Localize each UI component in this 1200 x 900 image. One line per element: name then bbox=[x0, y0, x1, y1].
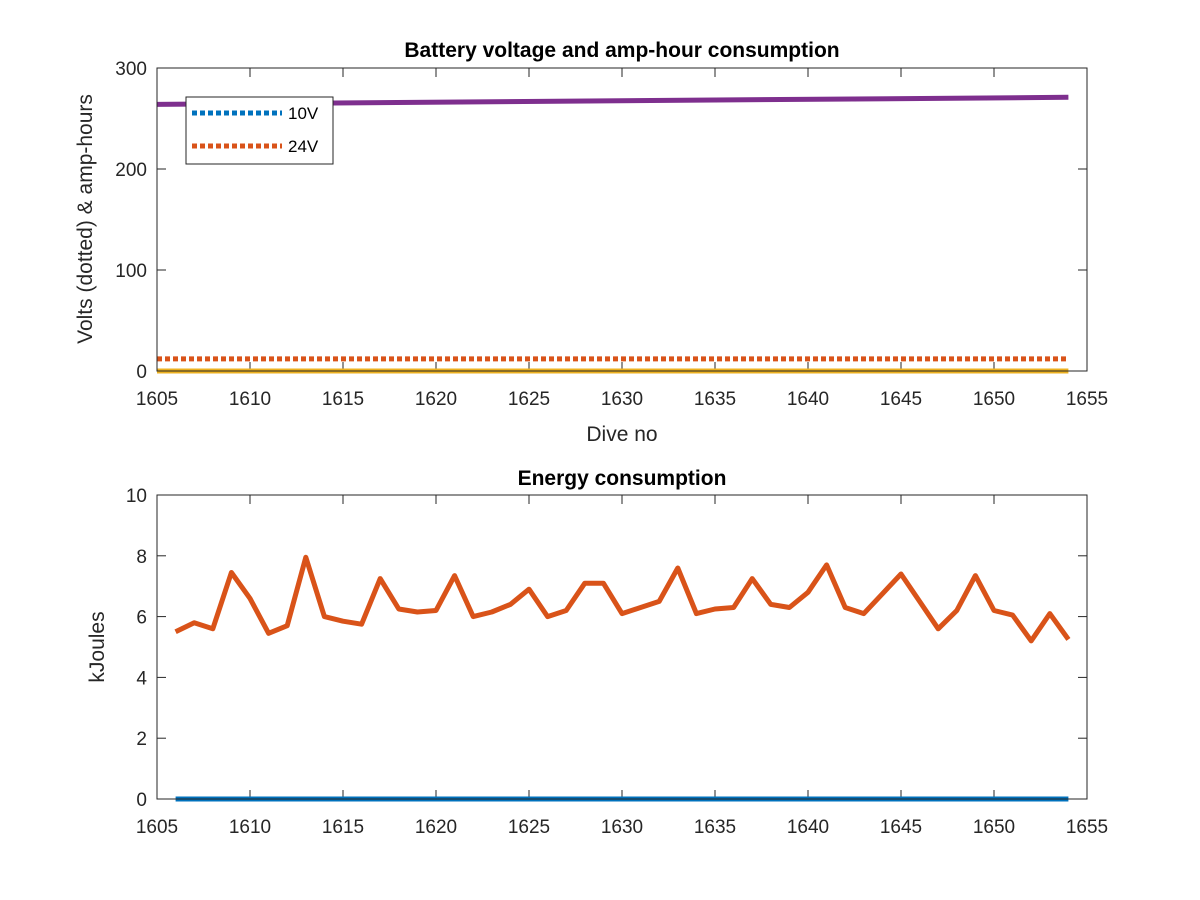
energy-x-tick-label: 1610 bbox=[229, 817, 271, 838]
energy-x-tick-label: 1655 bbox=[1066, 817, 1108, 838]
voltage-y-tick-label: 200 bbox=[115, 160, 147, 181]
voltage-y-axis-label: Volts (dotted) & amp-hours bbox=[74, 94, 97, 344]
energy-y-tick-label: 8 bbox=[136, 547, 147, 568]
energy-x-tick-label: 1640 bbox=[787, 817, 829, 838]
energy-y-tick-label: 2 bbox=[136, 729, 147, 750]
legend-box bbox=[185, 96, 334, 165]
voltage-x-tick-label: 1645 bbox=[880, 389, 922, 410]
energy-x-tick-label: 1605 bbox=[136, 817, 178, 838]
energy-series-line-0 bbox=[174, 554, 1071, 644]
voltage-x-tick-label: 1605 bbox=[136, 389, 178, 410]
energy-y-tick-label: 10 bbox=[126, 486, 147, 507]
voltage-x-tick-label: 1625 bbox=[508, 389, 550, 410]
energy-axes: 1605 1610 1615 1620 1625 1630 1635 1640 1645 1650… bbox=[86, 467, 1108, 838]
voltage-x-tick-label: 1655 bbox=[1066, 389, 1108, 410]
voltage-chart-title: Battery voltage and amp-hour consumption bbox=[404, 39, 839, 62]
voltage-y-tick-label: 100 bbox=[115, 261, 147, 282]
energy-x-tick-label: 1630 bbox=[601, 817, 643, 838]
energy-y-axis-label: kJoules bbox=[86, 611, 109, 682]
voltage-x-tick-label: 1650 bbox=[973, 389, 1015, 410]
energy-y-tick-label: 6 bbox=[136, 608, 147, 629]
voltage-axis-ticks: 1605 1610 1615 1620 1625 1630 1635 1640 1645 1650… bbox=[115, 59, 1108, 410]
voltage-x-tick-label: 1640 bbox=[787, 389, 829, 410]
energy-axes-frame bbox=[156, 494, 1088, 800]
energy-x-tick-label: 1620 bbox=[415, 817, 457, 838]
voltage-x-axis-label: Dive no bbox=[586, 423, 657, 446]
energy-y-tick-label: 4 bbox=[136, 668, 147, 689]
energy-plot-area bbox=[157, 495, 1087, 799]
energy-y-tick-label: 0 bbox=[136, 790, 147, 811]
energy-chart-title: Energy consumption bbox=[518, 467, 727, 490]
voltage-legend: 10V 24V bbox=[185, 96, 334, 165]
legend-label-24v: 24V bbox=[288, 137, 319, 156]
energy-x-tick-label: 1615 bbox=[322, 817, 364, 838]
energy-x-tick-label: 1635 bbox=[694, 817, 736, 838]
voltage-x-tick-label: 1630 bbox=[601, 389, 643, 410]
voltage-x-tick-label: 1615 bbox=[322, 389, 364, 410]
voltage-y-tick-label: 300 bbox=[115, 59, 147, 80]
voltage-x-tick-label: 1635 bbox=[694, 389, 736, 410]
legend-label-10v: 10V bbox=[288, 104, 319, 123]
energy-x-tick-label: 1625 bbox=[508, 817, 550, 838]
voltage-axes-frame bbox=[156, 67, 1088, 372]
voltage-x-tick-label: 1610 bbox=[229, 389, 271, 410]
energy-x-tick-label: 1645 bbox=[880, 817, 922, 838]
voltage-axes: 1605 1610 1615 1620 1625 1630 1635 1640 1645 1650… bbox=[74, 39, 1108, 446]
voltage-y-tick-label: 0 bbox=[136, 362, 147, 383]
energy-axis-ticks: 1605 1610 1615 1620 1625 1630 1635 1640 1645 1650… bbox=[126, 486, 1108, 838]
voltage-x-tick-label: 1620 bbox=[415, 389, 457, 410]
energy-x-tick-label: 1650 bbox=[973, 817, 1015, 838]
